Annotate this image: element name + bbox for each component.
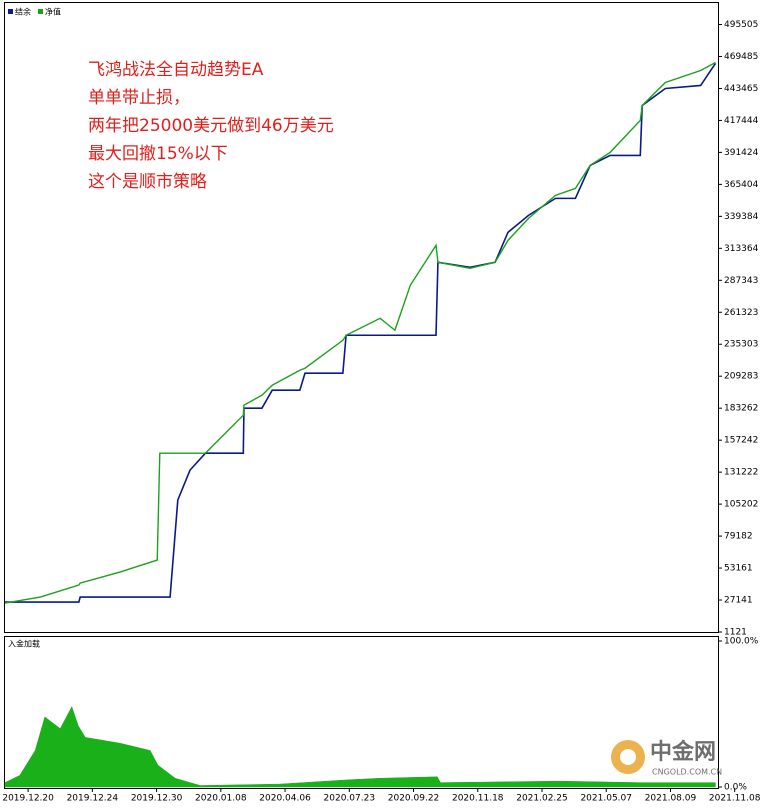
y-tick-label: 79182	[724, 532, 753, 542]
x-tick-label: 2020.04.06	[259, 794, 311, 804]
y-tick-label: 313364	[724, 244, 759, 254]
legend-swatch	[38, 9, 43, 14]
y-tick-label: 53161	[724, 564, 753, 574]
annotation: 这个是顺市策略	[88, 172, 207, 192]
y-tick-label: 443465	[724, 84, 758, 94]
panel-frame	[4, 636, 719, 789]
annotation: 两年把25000美元做到46万美元	[88, 116, 334, 136]
x-tick-label: 2019.12.30	[131, 794, 183, 804]
x-tick-label: 2021.05.07	[580, 794, 632, 804]
y-tick-label: 105202	[724, 500, 758, 510]
y-tick-label: 131222	[724, 468, 758, 478]
y-tick-label: 209283	[724, 372, 758, 382]
y-tick-label: 0.0%	[724, 783, 747, 793]
watermark-text: 中金网	[650, 739, 716, 765]
x-tick-label: 2019.12.20	[2, 794, 54, 804]
legend-label: 净值	[45, 7, 61, 17]
load-area	[4, 706, 716, 788]
watermark: 中金网 CNGOLD.COM.CN	[611, 739, 722, 777]
x-tick-label: 2021.11.08	[709, 794, 761, 804]
y-tick-label: 495505	[724, 20, 758, 30]
x-tick-label: 2021.02.25	[516, 794, 568, 804]
x-tick-label: 2020.11.18	[452, 794, 504, 804]
y-tick-label: 261323	[724, 308, 758, 318]
annotation: 飞鸿战法全自动趋势EA	[88, 60, 264, 80]
x-tick-label: 2019.12.24	[67, 794, 119, 804]
watermark-sub: CNGOLD.COM.CN	[652, 768, 722, 777]
y-tick-label: 339384	[724, 212, 759, 222]
y-tick-label: 27141	[724, 596, 753, 606]
y-tick-label: 469485	[724, 52, 758, 62]
watermark-logo	[620, 749, 636, 765]
y-tick-label: 157242	[724, 436, 758, 446]
y-tick-label: 417444	[724, 116, 759, 126]
series-line	[4, 61, 716, 604]
y-tick-label: 183262	[724, 404, 758, 414]
x-tick-label: 2020.09.22	[388, 794, 440, 804]
y-tick-label: 287343	[724, 276, 758, 286]
y-tick-label: 365404	[724, 180, 759, 190]
annotation: 单单带止损，	[88, 88, 190, 108]
legend-swatch	[8, 9, 13, 14]
y-tick-label: 235303	[724, 340, 758, 350]
y-tick-label: 100.0%	[724, 637, 759, 647]
y-tick-label: 1121	[724, 628, 747, 638]
x-tick-label: 2020.01.08	[195, 794, 247, 804]
panel-title: 入金加载	[8, 639, 40, 649]
legend-label: 结余	[15, 7, 31, 17]
x-tick-label: 2020.07.23	[324, 794, 376, 804]
x-tick-label: 2021.08.09	[645, 794, 697, 804]
main-frame	[4, 2, 719, 633]
annotation: 最大回撤15%以下	[88, 144, 228, 164]
y-tick-label: 391424	[724, 148, 759, 158]
